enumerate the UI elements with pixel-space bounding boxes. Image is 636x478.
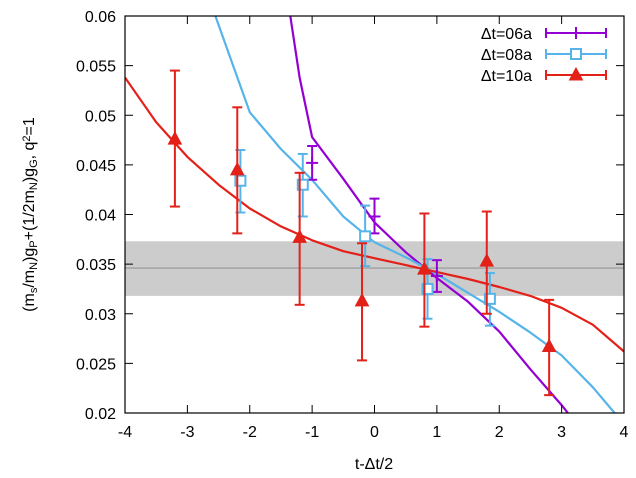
y-axis-title-part: 2 (21, 135, 33, 141)
y-tick-label: 0.045 (76, 158, 116, 175)
y-axis-title-part: (m (21, 293, 38, 312)
x-tick-label: -2 (243, 424, 257, 441)
data-point-marker (234, 174, 247, 187)
data-point-marker (483, 292, 496, 305)
data-point-marker (541, 338, 557, 353)
data-point-marker (229, 161, 245, 176)
y-axis-title-part: P (28, 240, 40, 247)
y-axis-title: (ms/mN)gP+(1/2mN)gG, q2=1 (21, 117, 40, 312)
y-axis-title-part: +(1/2m (21, 190, 38, 240)
y-axis-title-part: )g (21, 168, 38, 182)
y-tick-label: 0.02 (85, 406, 116, 423)
legend-label: Δt=10a (481, 68, 532, 85)
y-axis-title-part: )g (21, 248, 38, 262)
y-axis-title-part: N (28, 182, 40, 190)
y-axis-title-part: /m (21, 270, 38, 288)
data-point-marker (417, 261, 432, 275)
legend-label: Δt=08a (481, 47, 532, 64)
data-point-marker (359, 230, 372, 243)
x-tick-label: 0 (370, 424, 379, 441)
y-axis-title-part: G (28, 159, 40, 168)
y-axis-title-part: s (28, 287, 40, 293)
x-axis-title: t-Δt/2 (355, 456, 393, 473)
data-point-marker (296, 178, 309, 191)
x-tick-label: 4 (620, 424, 629, 441)
data-point-marker (292, 229, 307, 243)
legend: Δt=06a Δt=08a Δt=10a (481, 26, 607, 85)
x-tick-label: 2 (495, 424, 504, 441)
x-tick-label: -4 (118, 424, 132, 441)
y-tick-label: 0.03 (85, 307, 116, 324)
y-tick-label: 0.055 (76, 59, 116, 76)
legend-marker (570, 48, 582, 60)
y-axis-title-part: , q (21, 142, 38, 160)
y-tick-label: 0.06 (85, 9, 116, 26)
legend-label: Δt=06a (481, 26, 532, 43)
x-tick-label: -1 (305, 424, 319, 441)
y-tick-label: 0.05 (85, 108, 116, 125)
data-points (167, 69, 557, 397)
data-point-marker (167, 131, 183, 145)
axis-ticks: -4 -3 -2 -1 0 1 2 3 4 0.02 0.025 0.03 0.035 0.04 0.045… (76, 9, 629, 441)
fit-curve (125, 76, 624, 353)
y-tick-label: 0.025 (76, 356, 116, 373)
y-axis-title-part: =1 (21, 117, 38, 135)
legend-marker (568, 66, 584, 81)
reference-band (125, 241, 624, 296)
data-point-marker (479, 253, 495, 267)
data-point-marker (354, 292, 370, 307)
y-tick-label: 0.035 (76, 257, 116, 274)
x-tick-label: -3 (180, 424, 194, 441)
x-tick-label: 3 (557, 424, 566, 441)
y-axis-title-part: N (28, 262, 40, 270)
y-tick-label: 0.04 (85, 208, 116, 225)
data-point-marker (421, 282, 434, 295)
x-tick-label: 1 (432, 424, 441, 441)
